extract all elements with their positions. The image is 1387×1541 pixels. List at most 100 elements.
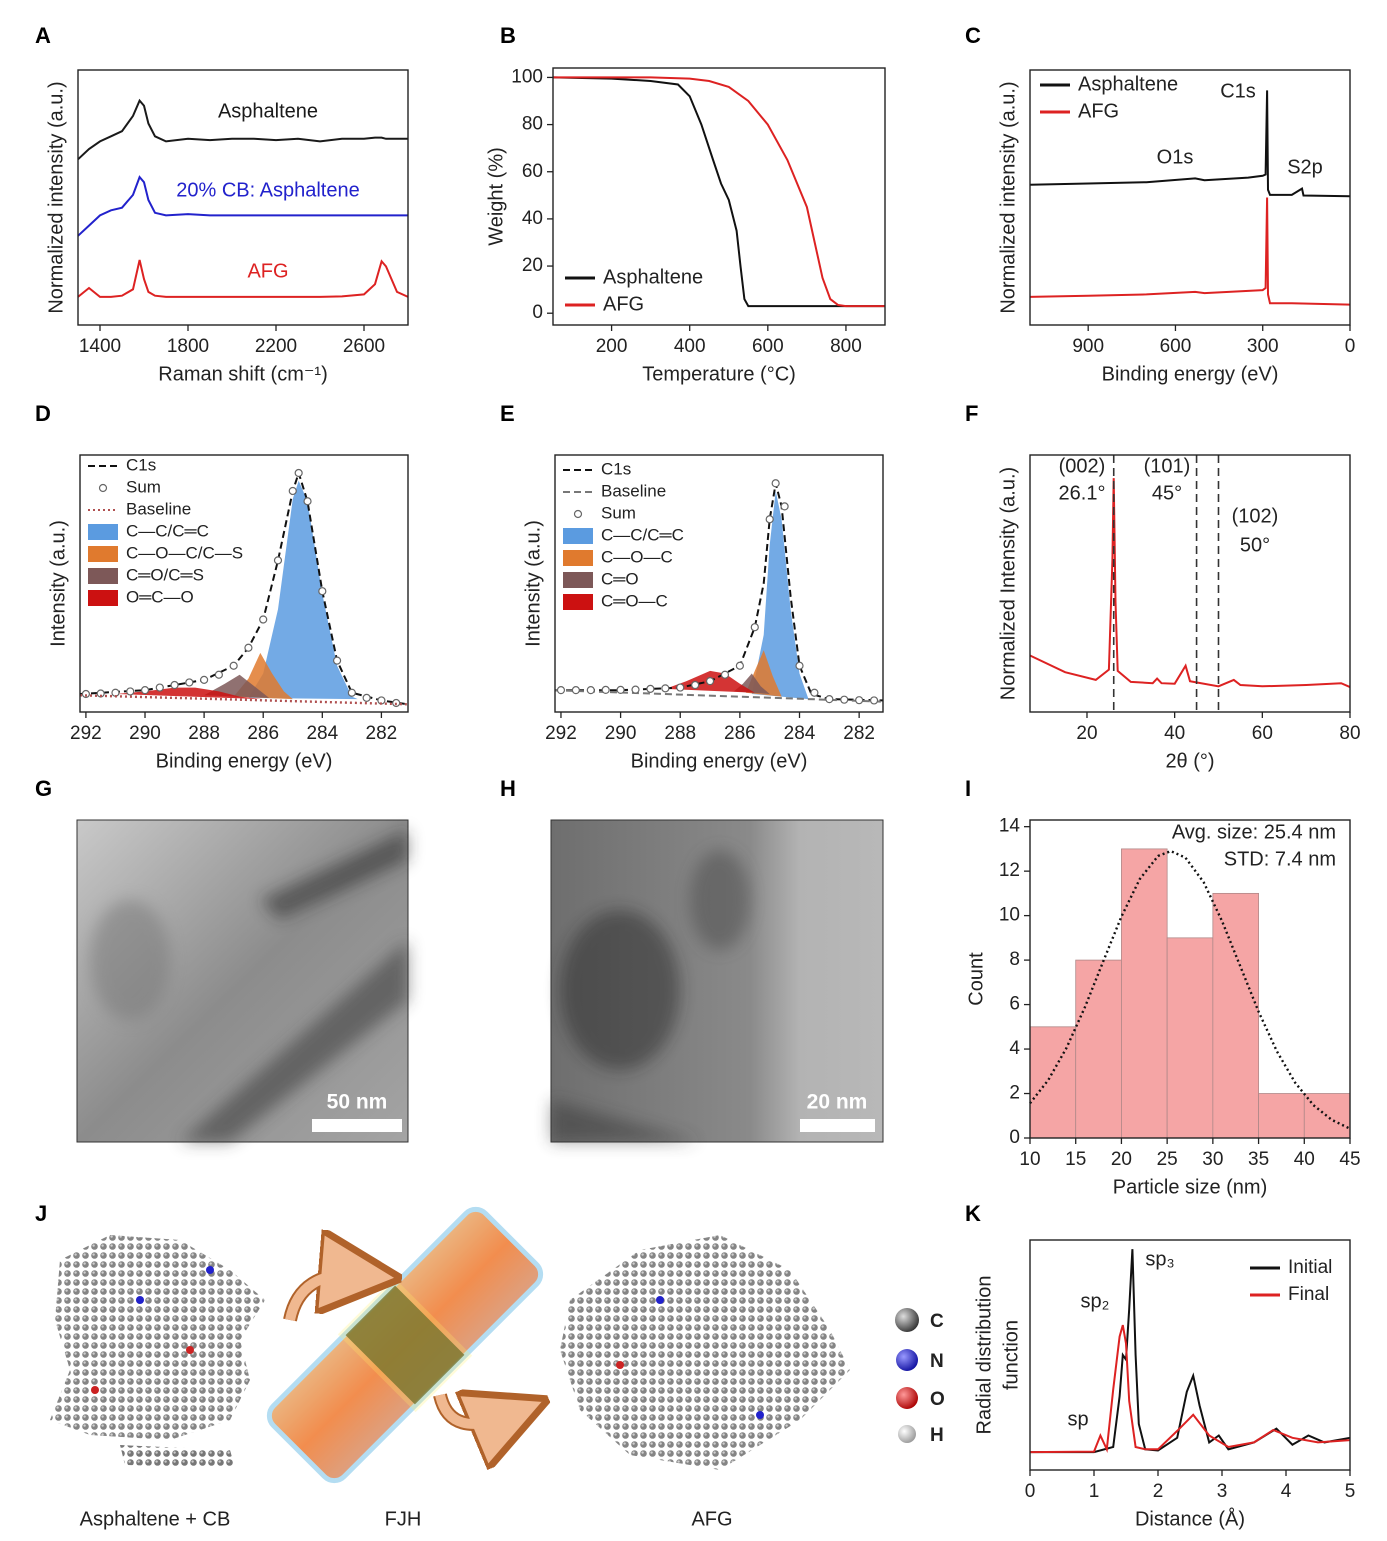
- annotation: 26.1°: [1059, 482, 1106, 504]
- atom-key: [898, 1425, 916, 1443]
- sum-point: [185, 678, 194, 687]
- annotation: sp: [1067, 1408, 1088, 1430]
- legend-swatch: [88, 546, 118, 562]
- x-tick-label: 286: [724, 723, 756, 744]
- x-tick-label: 0: [1025, 1481, 1036, 1502]
- y-tick-label: 0: [532, 302, 543, 323]
- legend-swatch: [88, 524, 118, 540]
- y-axis-label: Normalized intensity (a.u.): [997, 81, 1019, 313]
- series-line: [1029, 478, 1351, 689]
- x-tick-label: 2600: [343, 336, 385, 357]
- legend-swatch: [98, 483, 108, 493]
- x-tick-label: 25: [1157, 1149, 1178, 1170]
- y-axis-label: Intensity (a.u.): [522, 520, 544, 647]
- sum-point: [661, 684, 670, 693]
- sum-point: [318, 587, 327, 596]
- series-line: [77, 98, 408, 161]
- tem-image-g: G 50 nm: [35, 776, 409, 1143]
- x-tick-label: 600: [752, 336, 784, 357]
- x-tick-label: 1800: [167, 336, 209, 357]
- panel-label: H: [500, 776, 516, 801]
- sum-point: [601, 685, 610, 694]
- y-tick-label: 40: [522, 208, 543, 229]
- sum-point: [735, 661, 744, 670]
- panel-label: J: [35, 1201, 47, 1226]
- annotation: STD: 7.4 nm: [1224, 848, 1336, 870]
- sum-point: [332, 656, 342, 665]
- legend-swatch: [563, 572, 593, 588]
- x-axis-label: Raman shift (cm⁻¹): [158, 363, 327, 385]
- sum-point: [855, 696, 864, 705]
- bar: [1258, 1093, 1305, 1139]
- legend-label: C—O—C: [601, 547, 673, 566]
- atom-key: [895, 1308, 919, 1332]
- peak-area: [751, 491, 809, 700]
- legend-label: Sum: [601, 503, 636, 522]
- atom-label: H: [930, 1425, 944, 1446]
- sum-point: [810, 688, 819, 697]
- bar: [1166, 937, 1214, 1139]
- series-line: [1029, 849, 1351, 1130]
- legend-label: C═O/C═S: [126, 565, 204, 584]
- y-tick-label: 80: [522, 114, 543, 135]
- legend-label: C═O: [601, 569, 639, 588]
- sum-point: [288, 486, 297, 496]
- x-tick-label: 60: [1252, 723, 1273, 744]
- bar: [1075, 959, 1122, 1139]
- legend-label: Asphaltene: [603, 266, 703, 288]
- sum-point: [259, 615, 268, 624]
- molecule: [120, 1445, 235, 1468]
- chart-e: E 292 290 288 286 284 282 Binding energy (eV) In…: [500, 401, 884, 772]
- scale-bar: [312, 1119, 402, 1132]
- x-tick-label: 300: [1247, 336, 1279, 357]
- series-line: [77, 259, 409, 298]
- y-tick-label: 14: [999, 816, 1021, 837]
- chart-f: F 20 40 60 80 2θ (°) Normalized Intensity (a.u…: [965, 401, 1361, 772]
- sum-point: [303, 497, 312, 506]
- x-tick-label: 282: [843, 723, 875, 744]
- sum-point: [571, 686, 580, 695]
- legend-label: C—O—C/C—S: [126, 543, 243, 562]
- plot-frame: [1029, 1239, 1351, 1471]
- x-axis-label: Distance (Å): [1135, 1507, 1245, 1530]
- legend-label: C—C/C═C: [601, 525, 684, 544]
- sum-point: [244, 643, 253, 652]
- sum-point: [155, 683, 164, 692]
- series-line: [1029, 90, 1351, 198]
- y-axis-label: Weight (%): [485, 147, 507, 246]
- legend-label: C═O—C: [601, 591, 668, 610]
- annotation: C1s: [1220, 80, 1256, 102]
- plot-frame: [77, 69, 409, 326]
- sum-point: [140, 686, 150, 695]
- legend-swatch: [88, 590, 118, 606]
- x-tick-label: 800: [830, 336, 862, 357]
- x-tick-label: 2200: [255, 336, 297, 357]
- sum-point: [676, 683, 685, 692]
- annotation: sp₂: [1081, 1290, 1110, 1312]
- diagram-label: AFG: [691, 1508, 732, 1530]
- series-label: Asphaltene: [218, 100, 318, 122]
- x-axis-label: Particle size (nm): [1113, 1176, 1267, 1198]
- arrow: [435, 1393, 512, 1429]
- arrow: [285, 1269, 361, 1322]
- x-tick-label: 288: [188, 723, 220, 744]
- x-tick-label: 290: [605, 723, 637, 744]
- x-tick-label: 600: [1160, 336, 1192, 357]
- sum-point: [347, 688, 356, 697]
- y-tick-label: 20: [522, 255, 543, 276]
- x-axis-label: Binding energy (eV): [156, 750, 333, 772]
- series-line: [77, 175, 408, 237]
- y-axis-label: Normalized Intensity (a.u.): [997, 467, 1019, 700]
- sum-point: [691, 680, 700, 690]
- series-label: AFG: [247, 260, 288, 282]
- x-tick-label: 200: [596, 336, 628, 357]
- sum-point: [705, 677, 715, 686]
- panel-label: F: [965, 401, 978, 426]
- sum-point: [170, 680, 179, 690]
- legend-label: C—C/C═C: [126, 521, 209, 540]
- scale-label: 50 nm: [327, 1091, 388, 1114]
- plot-frame: [1029, 819, 1351, 1139]
- y-axis-label: Count: [965, 952, 987, 1006]
- sum-point: [646, 684, 655, 693]
